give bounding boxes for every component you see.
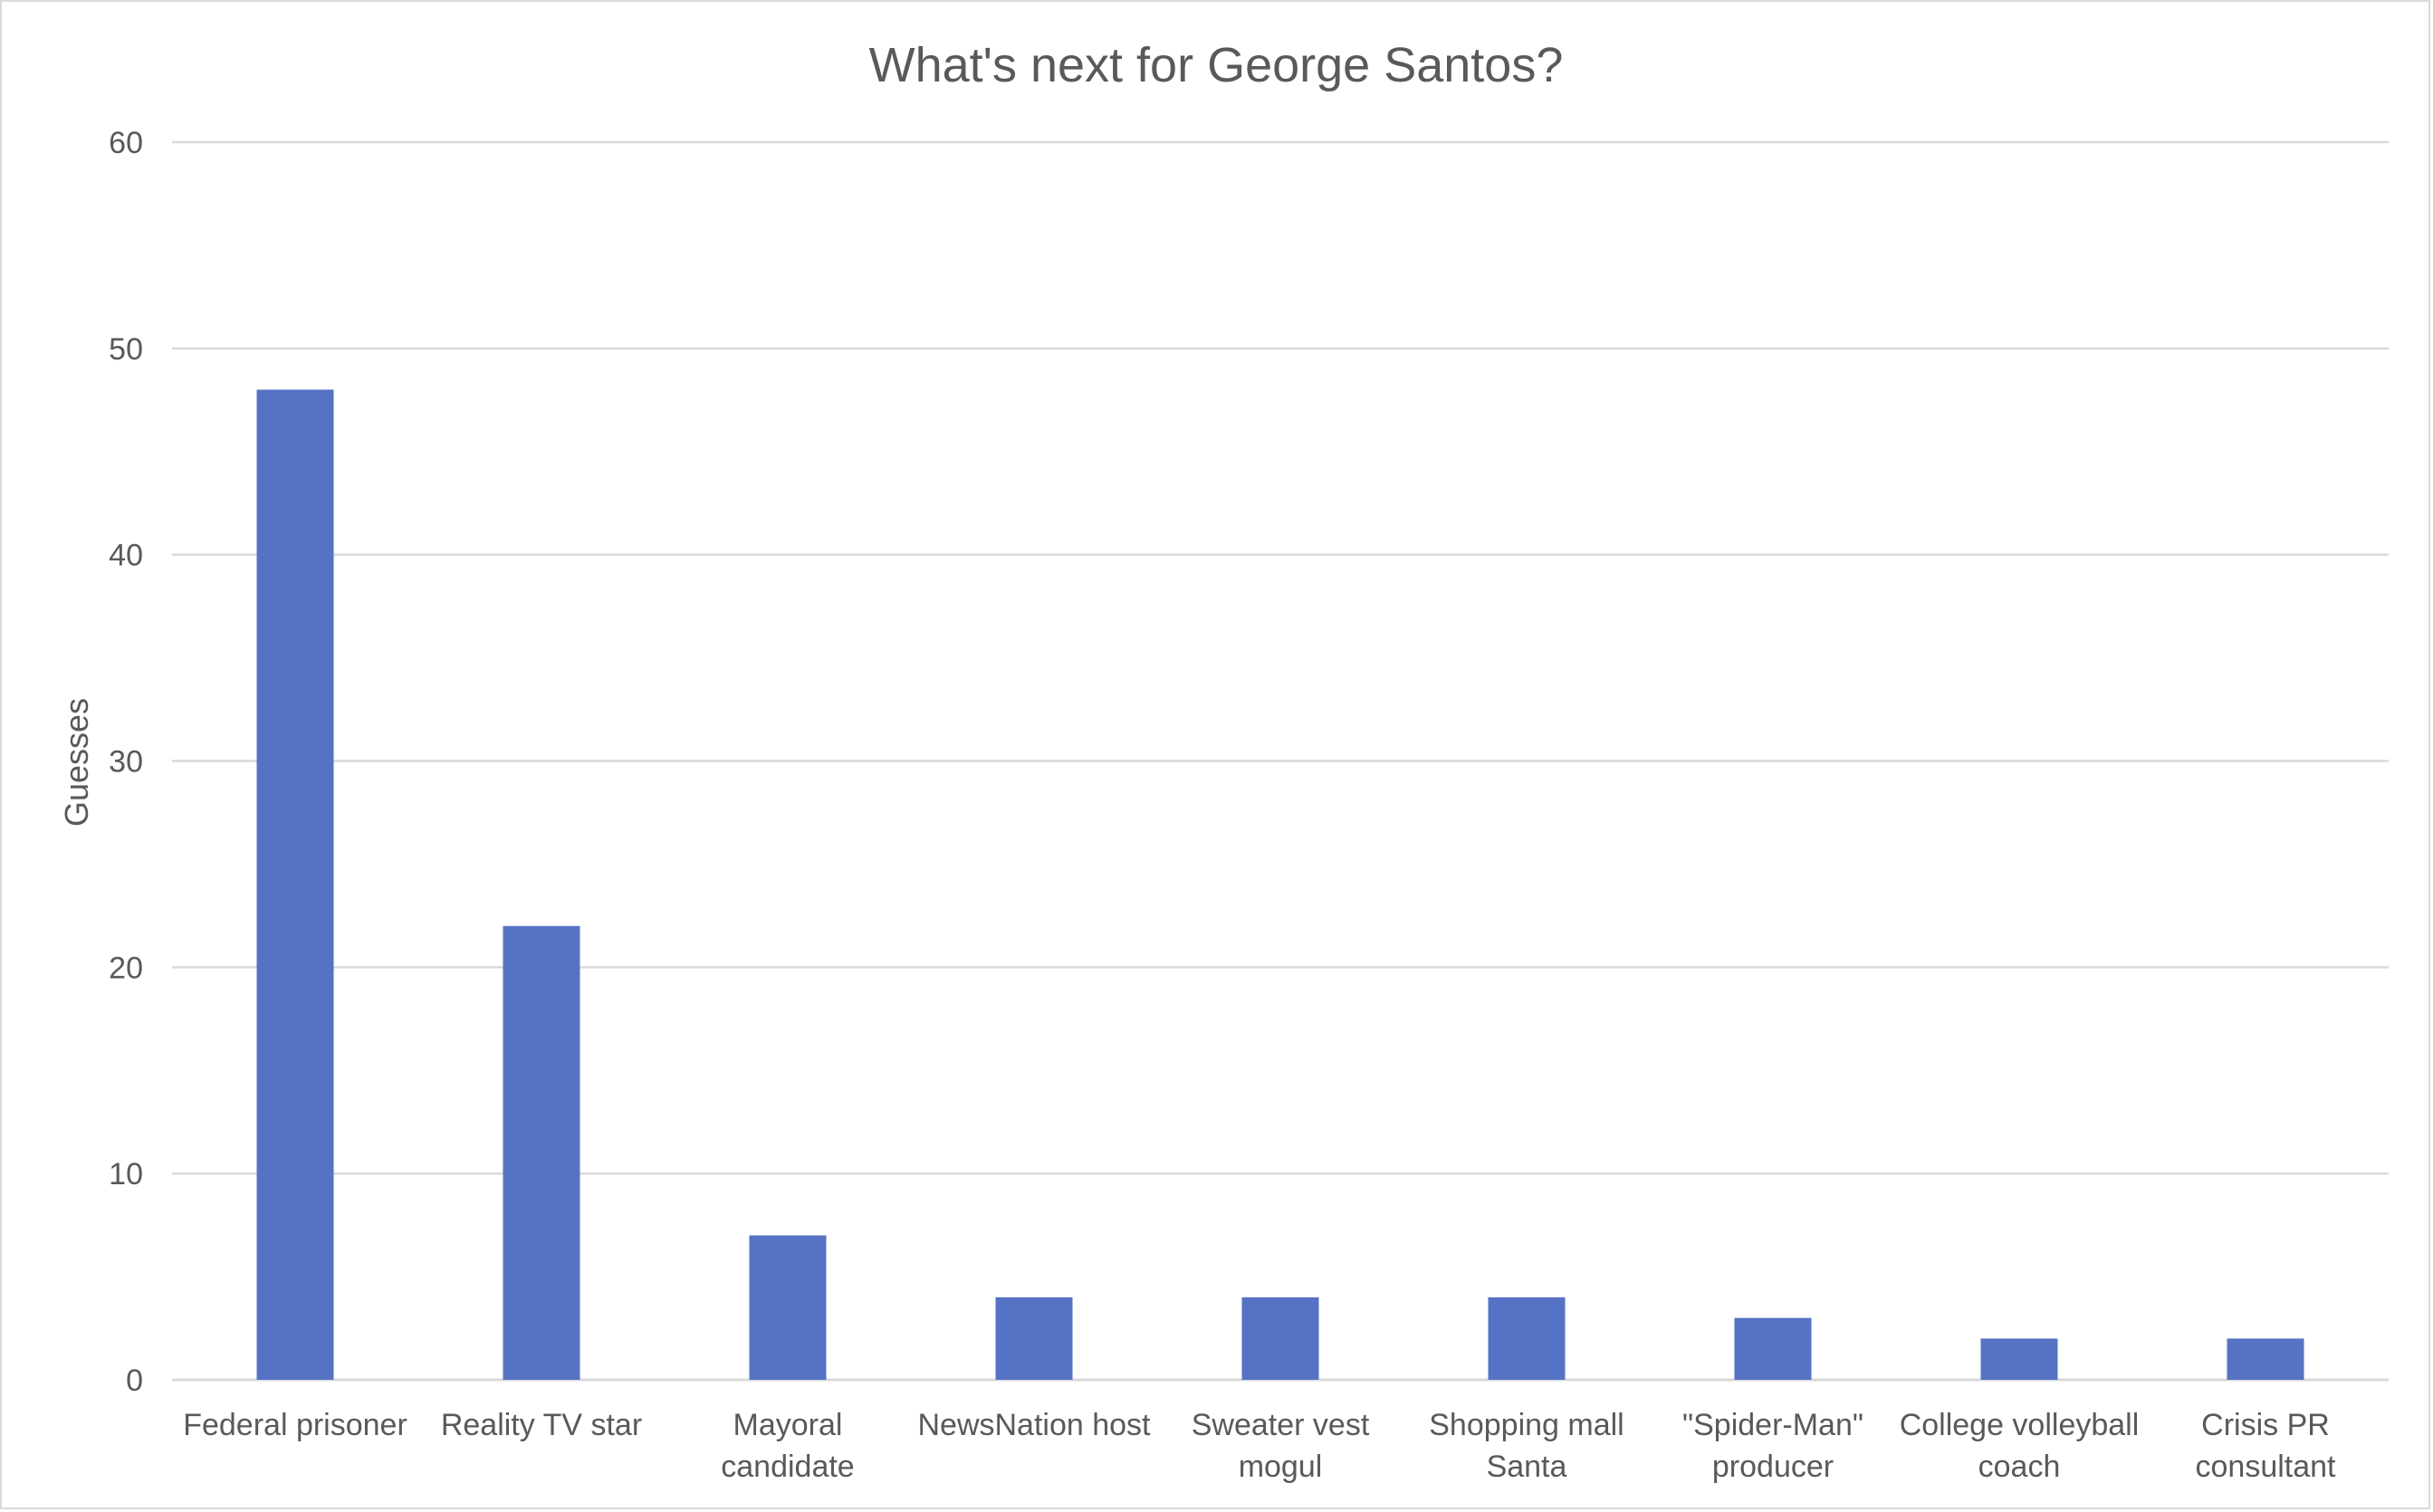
x-axis-categories: Federal prisoner Reality TV star Mayoral ca… (183, 1408, 2336, 1484)
x-category-label-line: Santa (1487, 1450, 1567, 1484)
x-category-label: NewsNation host (917, 1408, 1151, 1442)
x-category-label-line: NewsNation host (917, 1408, 1151, 1442)
x-category-label: Shopping mall Santa (1429, 1408, 1624, 1484)
x-category-label: Federal prisoner (183, 1408, 407, 1442)
bar (1980, 1338, 2058, 1380)
bar (1734, 1317, 1812, 1380)
x-category-label-line: "Spider-Man" (1682, 1408, 1863, 1442)
bar (1488, 1297, 1566, 1380)
x-category-label: Reality TV star (441, 1408, 642, 1442)
bar (2227, 1338, 2304, 1380)
x-category-label-line: candidate (721, 1450, 854, 1484)
x-category-label-line: Shopping mall (1429, 1408, 1624, 1442)
y-tick-label: 30 (109, 745, 143, 780)
x-category-label-line: Mayoral (733, 1408, 843, 1442)
x-category-label-line: Sweater vest (1192, 1408, 1370, 1442)
x-category-label-line: producer (1712, 1450, 1834, 1484)
y-tick-label: 0 (126, 1364, 143, 1398)
bar (1241, 1297, 1319, 1380)
x-category-label-line: coach (1978, 1450, 2061, 1484)
y-tick-label: 60 (109, 126, 143, 160)
x-category-label: College volleyball coach (1900, 1408, 2140, 1484)
x-category-label: Mayoral candidate (721, 1408, 854, 1484)
x-category-label-line: Reality TV star (441, 1408, 642, 1442)
x-category-label-line: consultant (2196, 1450, 2337, 1484)
y-tick-label: 20 (109, 951, 143, 985)
x-category-label: Crisis PR consultant (2196, 1408, 2337, 1484)
x-category-label-line: Federal prisoner (183, 1408, 407, 1442)
y-axis-label: Guesses (58, 698, 95, 827)
y-tick-label: 10 (109, 1157, 143, 1191)
y-axis-ticks: 0 10 20 30 40 50 60 (109, 126, 143, 1398)
bar (995, 1297, 1073, 1380)
bars (256, 389, 2304, 1380)
x-category-label-line: mogul (1239, 1450, 1323, 1484)
bar (503, 925, 580, 1380)
bar (256, 389, 334, 1380)
y-tick-label: 40 (109, 539, 143, 573)
bar (749, 1235, 827, 1380)
chart-title: What's next for George Santos? (869, 38, 1564, 92)
y-tick-label: 50 (109, 332, 143, 367)
x-category-label: Sweater vest mogul (1192, 1408, 1370, 1484)
x-category-label-line: Crisis PR (2201, 1408, 2330, 1442)
x-category-label: "Spider-Man" producer (1682, 1408, 1863, 1484)
x-category-label-line: College volleyball (1900, 1408, 2140, 1442)
